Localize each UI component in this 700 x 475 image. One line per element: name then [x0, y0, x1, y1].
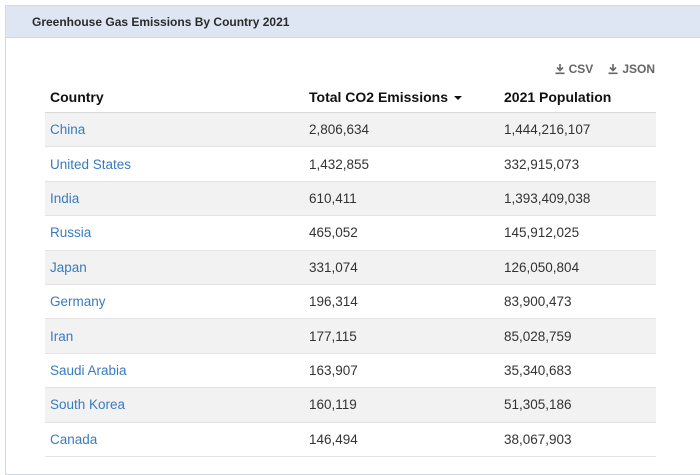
- table-row: India 610,411 1,393,409,038: [45, 181, 656, 217]
- table-row: South Korea 160,119 51,305,186: [45, 388, 656, 423]
- country-link[interactable]: Canada: [50, 431, 98, 447]
- table-body: China 2,806,634 1,444,216,107 United States…: [45, 113, 656, 457]
- country-link[interactable]: Germany: [50, 294, 106, 310]
- emissions-cell: 160,119: [309, 397, 357, 413]
- country-link[interactable]: Japan: [50, 259, 87, 275]
- population-cell: 83,900,473: [504, 294, 572, 310]
- population-cell: 126,050,804: [504, 259, 580, 275]
- population-cell: 1,444,216,107: [504, 122, 591, 138]
- header-emissions-label: Total CO2 Emissions: [309, 89, 448, 105]
- table-row: China 2,806,634 1,444,216,107: [45, 113, 656, 148]
- panel-title-text: Greenhouse Gas Emissions By Country 2021: [32, 14, 290, 29]
- table-row: Russia 465,052 145,912,025: [45, 216, 656, 251]
- country-link[interactable]: China: [50, 122, 86, 138]
- table-row: Germany 196,314 83,900,473: [45, 285, 656, 320]
- emissions-cell: 465,052: [309, 225, 358, 241]
- emissions-cell: 196,314: [309, 294, 358, 310]
- country-link[interactable]: South Korea: [50, 397, 126, 413]
- download-icon: [608, 63, 618, 74]
- emissions-cell: 1,432,855: [309, 156, 370, 172]
- table-row: Japan 331,074 126,050,804: [45, 250, 656, 285]
- country-link[interactable]: United States: [50, 156, 132, 172]
- header-population-label: 2021 Population: [504, 89, 612, 105]
- csv-label: CSV: [568, 62, 594, 76]
- table-header: Country Total CO2 Emissions 2021 Populat…: [45, 82, 656, 113]
- population-cell: 51,305,186: [504, 397, 572, 413]
- json-download-link[interactable]: JSON: [608, 62, 655, 76]
- header-country-label: Country: [50, 89, 104, 105]
- csv-download-link[interactable]: CSV: [555, 62, 594, 76]
- emissions-panel: Greenhouse Gas Emissions By Country 2021…: [5, 5, 700, 475]
- emissions-cell: 146,494: [309, 431, 358, 447]
- emissions-table: Country Total CO2 Emissions 2021 Populat…: [45, 82, 656, 457]
- table-row: United States 1,432,855 332,915,073: [45, 147, 656, 182]
- country-link[interactable]: India: [50, 190, 80, 206]
- population-cell: 332,915,073: [504, 156, 580, 172]
- emissions-cell: 331,074: [309, 259, 358, 275]
- table-row: Iran 177,115 85,028,759: [45, 319, 656, 354]
- population-cell: 35,340,683: [504, 362, 572, 378]
- emissions-cell: 163,907: [309, 362, 358, 378]
- header-population[interactable]: 2021 Population: [504, 89, 656, 105]
- table-row: Saudi Arabia 163,907 35,340,683: [45, 354, 656, 389]
- country-link[interactable]: Iran: [50, 328, 74, 344]
- population-cell: 85,028,759: [504, 328, 572, 344]
- population-cell: 145,912,025: [504, 225, 580, 241]
- header-country[interactable]: Country: [45, 89, 309, 105]
- country-link[interactable]: Russia: [50, 225, 92, 241]
- download-links: CSV JSON: [555, 62, 655, 76]
- sort-desc-icon: [454, 96, 462, 100]
- emissions-cell: 177,115: [309, 328, 357, 344]
- emissions-cell: 2,806,634: [309, 122, 370, 138]
- population-cell: 1,393,409,038: [504, 190, 591, 206]
- json-label: JSON: [622, 62, 655, 76]
- panel-title: Greenhouse Gas Emissions By Country 2021: [6, 6, 700, 38]
- download-icon: [555, 63, 565, 74]
- table-row: Canada 146,494 38,067,903: [45, 423, 656, 457]
- header-emissions[interactable]: Total CO2 Emissions: [309, 89, 504, 105]
- country-link[interactable]: Saudi Arabia: [50, 362, 127, 378]
- population-cell: 38,067,903: [504, 431, 572, 447]
- emissions-cell: 610,411: [309, 190, 357, 206]
